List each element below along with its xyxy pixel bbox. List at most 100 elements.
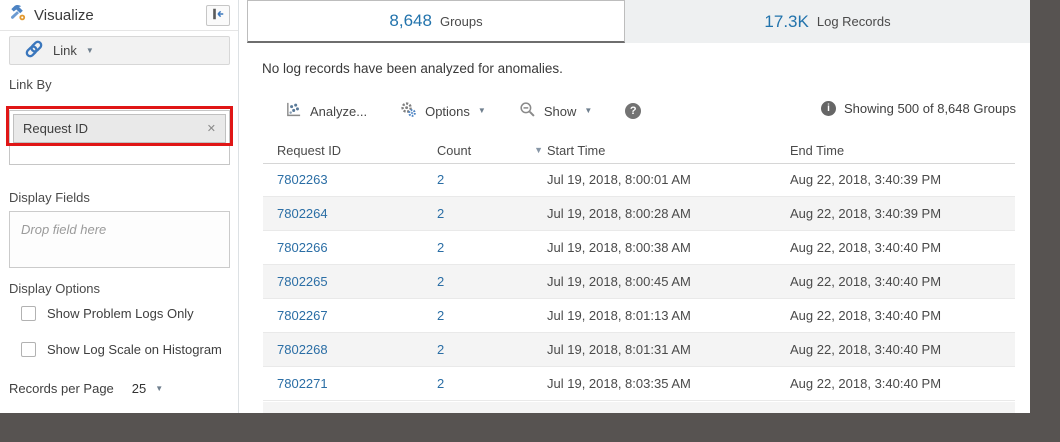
start-time-cell: Jul 19, 2018, 8:00:01 AM <box>547 172 691 187</box>
count-link[interactable]: 2 <box>437 342 445 357</box>
column-header-start-time[interactable]: Start Time <box>533 143 776 158</box>
visualize-hammer-icon <box>8 3 27 27</box>
log-records-tab-label: Log Records <box>816 14 891 29</box>
remove-field-icon[interactable]: ✕ <box>206 123 216 135</box>
dropzone-placeholder: Drop field here <box>21 222 107 237</box>
clipped-table-row <box>263 402 1015 413</box>
log-scale-checkbox[interactable] <box>21 342 36 357</box>
collapse-left-icon <box>211 7 225 24</box>
count-link[interactable]: 2 <box>437 240 445 255</box>
column-header-end-time[interactable]: End Time <box>776 143 1015 158</box>
column-header-request-id[interactable]: Request ID <box>263 143 423 158</box>
link-button-label: Link <box>53 43 77 58</box>
start-time-cell: Jul 19, 2018, 8:00:28 AM <box>547 206 691 221</box>
visualize-panel: Visualize Link <box>0 0 238 413</box>
request-id-link[interactable]: 7802263 <box>277 172 328 187</box>
option-show-problem-logs: Show Problem Logs Only <box>21 306 194 321</box>
log-scale-label: Show Log Scale on Histogram <box>47 342 222 357</box>
analyze-button[interactable]: Analyze... <box>285 101 367 121</box>
table-body: 7802263 2 Jul 19, 2018, 8:00:01 AM Aug 22, … <box>263 163 1015 401</box>
display-fields-dropzone[interactable]: Drop field here <box>9 211 230 268</box>
request-id-link[interactable]: 7802264 <box>277 206 328 221</box>
analyze-label: Analyze... <box>310 103 368 119</box>
link-by-field-chip[interactable]: Request ID ✕ <box>13 114 226 143</box>
header-divider <box>0 30 238 31</box>
toolbar: Analyze... Options ▼ <box>285 99 642 123</box>
table-row: 7802263 2 Jul 19, 2018, 8:00:01 AM Aug 22, … <box>263 163 1015 197</box>
problem-logs-checkbox[interactable] <box>21 306 36 321</box>
tab-groups[interactable]: 8,648 Groups <box>247 0 625 43</box>
request-id-link[interactable]: 7802267 <box>277 308 328 323</box>
anomaly-message: No log records have been analyzed for an… <box>262 61 563 76</box>
scatter-chart-icon <box>285 101 302 121</box>
table-row: 7802264 2 Jul 19, 2018, 8:00:28 AM Aug 22, … <box>263 197 1015 231</box>
bottom-window-bar <box>0 413 1060 442</box>
chain-link-icon <box>24 39 44 62</box>
link-by-label: Link By <box>9 77 52 92</box>
request-id-link[interactable]: 7802265 <box>277 274 328 289</box>
link-type-button[interactable]: Link ▼ <box>9 36 230 65</box>
link-by-listbox[interactable]: Request ID ✕ <box>9 110 230 165</box>
chevron-down-icon: ▼ <box>584 106 593 115</box>
end-time-header-label: End Time <box>790 142 845 158</box>
end-time-cell: Aug 22, 2018, 3:40:40 PM <box>790 376 942 391</box>
collapse-panel-button[interactable] <box>206 4 230 26</box>
count-link[interactable]: 2 <box>437 274 445 289</box>
right-window-strip <box>1030 0 1060 442</box>
table-row: 7802265 2 Jul 19, 2018, 8:00:45 AM Aug 22, … <box>263 265 1015 299</box>
info-icon: i <box>820 101 836 116</box>
end-time-cell: Aug 22, 2018, 3:40:40 PM <box>790 240 942 255</box>
showing-text: Showing 500 of 8,648 Groups <box>843 101 1016 116</box>
records-per-page-value[interactable]: 25 <box>131 381 147 396</box>
show-label: Show <box>543 103 577 119</box>
gears-icon <box>400 101 417 121</box>
records-per-page-control: Records per Page 25 ▼ <box>9 381 163 396</box>
count-link[interactable]: 2 <box>437 376 445 391</box>
sort-descending-icon[interactable]: ▼ <box>534 145 543 155</box>
count-link[interactable]: 2 <box>437 308 445 323</box>
options-button[interactable]: Options ▼ <box>400 101 486 121</box>
problem-logs-label: Show Problem Logs Only <box>47 306 194 321</box>
panel-divider <box>238 0 239 413</box>
showing-status: i Showing 500 of 8,648 Groups <box>820 101 1016 116</box>
chevron-down-icon[interactable]: ▼ <box>155 383 164 393</box>
start-time-cell: Jul 19, 2018, 8:00:38 AM <box>547 240 691 255</box>
request-id-link[interactable]: 7802271 <box>277 376 328 391</box>
panel-title: Visualize <box>34 6 94 24</box>
options-label: Options <box>425 103 470 119</box>
table-row: 7802267 2 Jul 19, 2018, 8:01:13 AM Aug 22, … <box>263 299 1015 333</box>
table-header: Request ID Count ▼ Start Time End Time <box>263 137 1015 164</box>
tab-bar: 8,648 Groups 17.3K Log Records <box>247 0 1030 43</box>
request-id-header-label: Request ID <box>277 142 342 158</box>
help-icon[interactable]: ? <box>625 103 642 119</box>
table-row: 7802266 2 Jul 19, 2018, 8:00:38 AM Aug 22, … <box>263 231 1015 265</box>
log-records-count: 17.3K <box>764 11 809 31</box>
count-header-label: Count <box>437 142 472 158</box>
tab-log-records[interactable]: 17.3K Log Records <box>625 0 1030 43</box>
groups-count: 8,648 <box>389 11 432 30</box>
start-time-cell: Jul 19, 2018, 8:01:13 AM <box>547 308 691 323</box>
chevron-down-icon: ▼ <box>477 106 486 115</box>
end-time-cell: Aug 22, 2018, 3:40:40 PM <box>790 308 942 323</box>
end-time-cell: Aug 22, 2018, 3:40:40 PM <box>790 342 942 357</box>
count-link[interactable]: 2 <box>437 206 445 221</box>
groups-tab-label: Groups <box>439 13 483 29</box>
display-fields-label: Display Fields <box>9 190 90 205</box>
request-id-link[interactable]: 7802268 <box>277 342 328 357</box>
count-link[interactable]: 2 <box>437 172 445 187</box>
show-button[interactable]: Show ▼ <box>519 101 592 121</box>
end-time-cell: Aug 22, 2018, 3:40:40 PM <box>790 274 942 289</box>
panel-header: Visualize <box>0 0 238 30</box>
start-time-cell: Jul 19, 2018, 8:01:31 AM <box>547 342 691 357</box>
chevron-down-icon: ▼ <box>85 45 94 55</box>
column-header-count[interactable]: Count ▼ <box>423 142 543 158</box>
records-per-page-label: Records per Page <box>9 381 114 396</box>
request-id-link[interactable]: 7802266 <box>277 240 328 255</box>
display-options-label: Display Options <box>9 281 101 296</box>
field-chip-label: Request ID <box>23 121 89 136</box>
option-log-scale: Show Log Scale on Histogram <box>21 342 222 357</box>
start-time-cell: Jul 19, 2018, 8:00:45 AM <box>547 274 691 289</box>
table-row: 7802271 2 Jul 19, 2018, 8:03:35 AM Aug 22, … <box>263 367 1015 401</box>
start-time-header-label: Start Time <box>547 142 606 158</box>
